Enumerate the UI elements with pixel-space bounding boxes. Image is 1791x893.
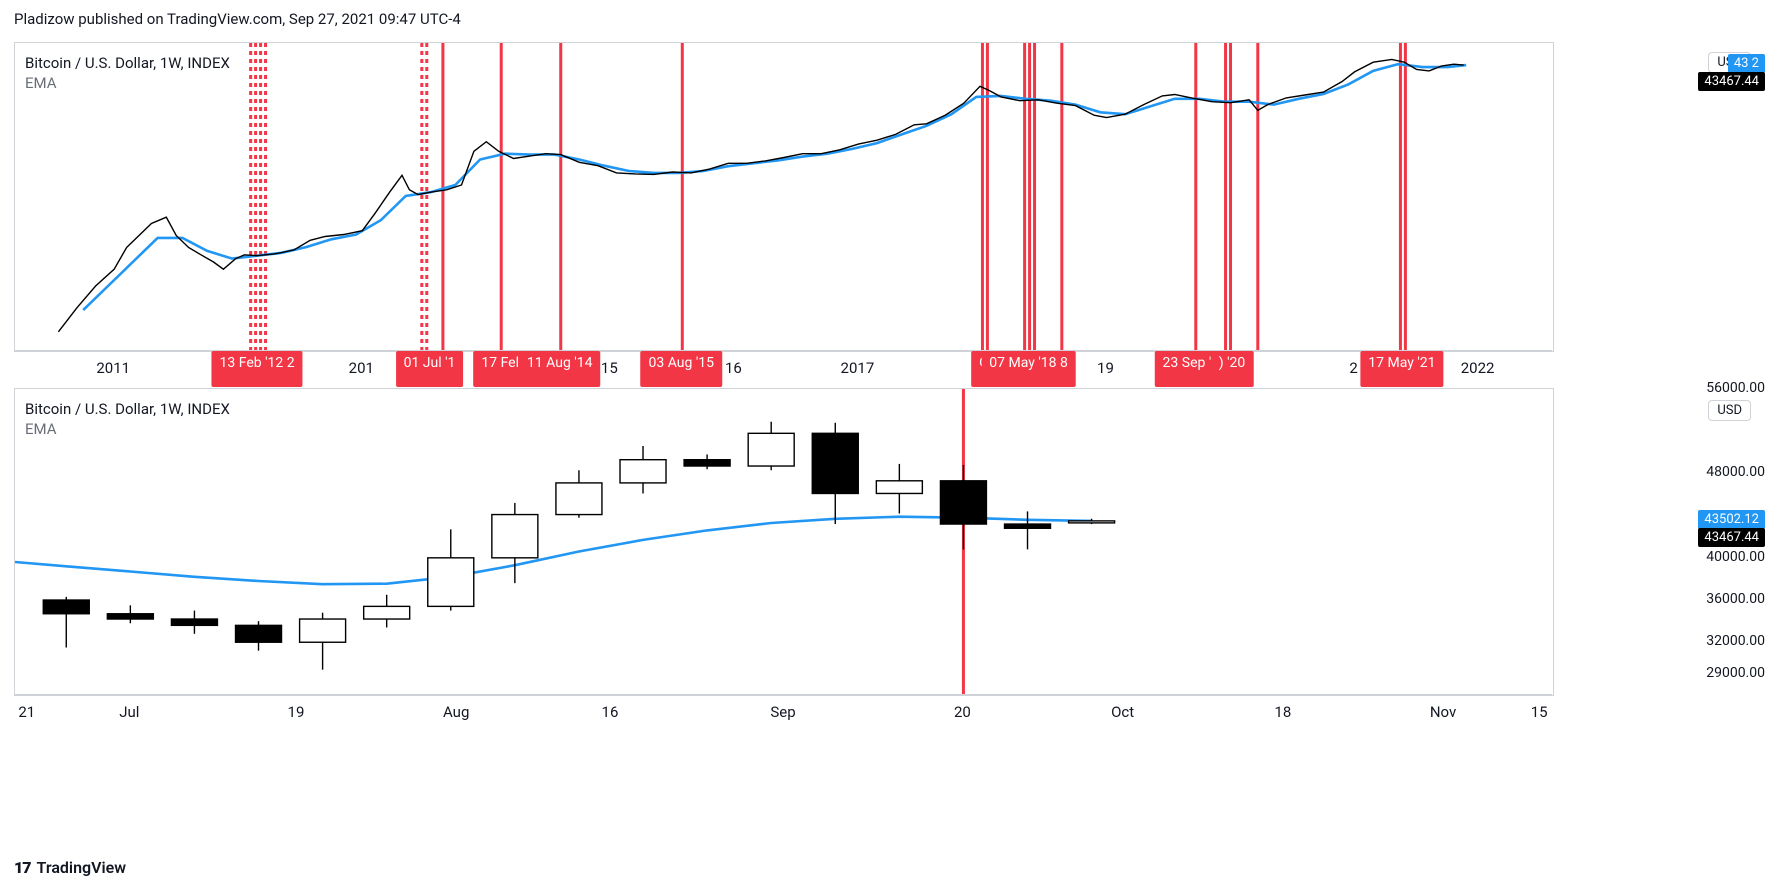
page: Pladizow published on TradingView.com, S…: [0, 0, 1791, 893]
top-chart-svg: [15, 43, 1553, 351]
x-axis-label: Nov: [1430, 703, 1456, 721]
bottom-price-tag-ema: 43502.12: [1698, 510, 1765, 529]
top-price-tag-close: 43467.44: [1698, 72, 1765, 91]
bottom-price-scale[interactable]: 56000.0048000.0040000.0036000.0032000.00…: [1687, 388, 1765, 730]
tradingview-logo-icon: 17: [14, 858, 31, 877]
bottom-chart-svg: [15, 389, 1553, 695]
price-scale-tick: 36000.00: [1706, 591, 1765, 607]
top-chart-header: Bitcoin / U.S. Dollar, 1W, INDEX EMA: [25, 53, 230, 93]
top-chart-title: Bitcoin / U.S. Dollar, 1W, INDEX: [25, 53, 230, 73]
x-axis-event-tag: 11 Aug '14: [519, 351, 601, 387]
top-chart-subtitle: EMA: [25, 73, 230, 93]
x-axis-label: 201: [349, 359, 374, 377]
x-axis-label: Jul: [119, 703, 139, 721]
bottom-price-tag-close: 43467.44: [1698, 528, 1765, 547]
x-axis-label: 2: [1349, 359, 1357, 377]
top-price-scale[interactable]: 20000.00: [1687, 42, 1765, 386]
price-scale-tick: 48000.00: [1706, 464, 1765, 480]
x-axis-label: 20: [954, 703, 971, 721]
bottom-x-axis: 21 Jul 19 Aug 16 Sep 20 Oct 18 Nov 15: [14, 694, 1552, 731]
attribution-text: Pladizow published on TradingView.com, S…: [14, 10, 461, 28]
x-axis-label: 16: [602, 703, 619, 721]
footer-brand-text: TradingView: [37, 858, 127, 877]
price-scale-tick: 32000.00: [1706, 633, 1765, 649]
x-axis-label: 15: [1531, 703, 1548, 721]
bottom-chart-title: Bitcoin / U.S. Dollar, 1W, INDEX: [25, 399, 230, 419]
price-scale-tick: 40000.00: [1706, 549, 1765, 565]
x-axis-label: 19: [288, 703, 305, 721]
x-axis-event-tag: 07 May '18 8: [981, 351, 1076, 387]
footer-brand[interactable]: 17 TradingView: [14, 858, 126, 877]
x-axis-label: 16: [725, 359, 742, 377]
x-axis-event-tag: 17 May '21: [1360, 351, 1443, 387]
x-axis-label: 18: [1274, 703, 1291, 721]
top-price-tag-ema: 43 2: [1728, 54, 1765, 73]
x-axis-label: 21: [18, 703, 35, 721]
top-chart-panel[interactable]: Bitcoin / U.S. Dollar, 1W, INDEX EMA: [14, 42, 1554, 352]
x-axis-event-tag: 01 Jul '1: [396, 351, 464, 387]
x-axis-label: Aug: [443, 703, 469, 721]
price-scale-tick: 56000.00: [1706, 380, 1765, 396]
x-axis-label: 15: [601, 359, 618, 377]
top-x-axis: 2011 201 15 16 2017 19 2 2022 13 Feb '12 2 01 Jul…: [14, 350, 1552, 387]
bottom-chart-panel[interactable]: Bitcoin / U.S. Dollar, 1W, INDEX EMA: [14, 388, 1554, 696]
x-axis-label: 2011: [96, 359, 130, 377]
x-axis-label: 2022: [1461, 359, 1495, 377]
x-axis-label: Sep: [770, 703, 795, 721]
x-axis-event-tag: 13 Feb '12 2: [212, 351, 303, 387]
x-axis-event-tag: ) '20: [1211, 351, 1254, 387]
bottom-chart-subtitle: EMA: [25, 419, 230, 439]
x-axis-label: Oct: [1111, 703, 1134, 721]
x-axis-label: 19: [1097, 359, 1114, 377]
price-scale-tick: 29000.00: [1706, 665, 1765, 681]
bottom-usd-pill[interactable]: USD: [1708, 400, 1751, 421]
x-axis-event-tag: 03 Aug '15: [641, 351, 723, 387]
x-axis-label: 2017: [841, 359, 875, 377]
bottom-chart-header: Bitcoin / U.S. Dollar, 1W, INDEX EMA: [25, 399, 230, 439]
